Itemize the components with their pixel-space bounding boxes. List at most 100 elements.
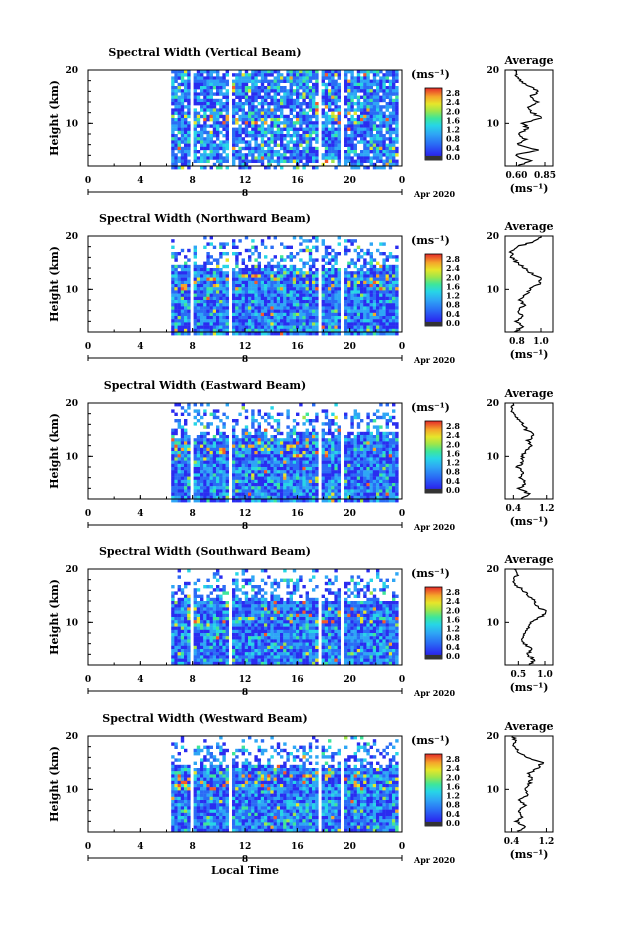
heatmap-cell — [267, 162, 271, 167]
heatmap-cell — [315, 105, 319, 109]
heatmap-cell — [196, 121, 201, 125]
heatmap-cell — [267, 277, 271, 281]
heatmap-cell — [360, 451, 364, 455]
heatmap-cell — [280, 130, 284, 135]
heatmap-cell — [244, 415, 249, 420]
colorbar-tick-label: 1.6 — [446, 281, 460, 291]
heatmap-cell — [350, 300, 354, 304]
heatmap-cell — [328, 483, 332, 487]
heatmap-cell — [347, 239, 351, 243]
heatmap-cell — [238, 159, 242, 163]
heatmap-cell — [270, 415, 274, 420]
heatmap-cell — [392, 108, 396, 112]
heatmap-cell — [273, 118, 277, 122]
heatmap-cell — [216, 463, 220, 468]
heatmap-cell — [337, 124, 341, 128]
heatmap-cell — [193, 470, 197, 474]
heatmap-cell — [267, 166, 271, 170]
heatmap-cell — [222, 293, 226, 297]
heatmap-cell — [328, 492, 332, 496]
heatmap-cell — [382, 124, 386, 128]
heatmap-cell — [238, 463, 242, 468]
heatmap-cell — [305, 463, 309, 468]
heatmap-cell — [216, 441, 220, 445]
heatmap-cell — [376, 277, 380, 281]
colorbar-tick-label: 2.0 — [446, 106, 460, 116]
heatmap-cell — [174, 70, 178, 74]
heatmap-cell — [376, 114, 380, 119]
heatmap-cell — [302, 457, 306, 461]
heatmap-cell — [366, 447, 370, 452]
heatmap-cell — [305, 312, 309, 317]
heatmap-cell — [388, 296, 393, 301]
heatmap-cell — [212, 495, 217, 500]
heatmap-cell — [219, 76, 223, 80]
heatmap-cell — [379, 293, 383, 297]
heatmap-cell — [372, 76, 377, 80]
heatmap-cell — [299, 300, 303, 304]
heatmap-cell — [238, 492, 242, 496]
heatmap-cell — [312, 479, 316, 484]
heatmap-cell — [356, 444, 361, 448]
heatmap-cell — [222, 306, 226, 310]
heatmap-cell — [350, 431, 354, 436]
heatmap-cell — [334, 130, 338, 135]
heatmap-cell — [196, 499, 201, 503]
heatmap-cell — [203, 293, 207, 297]
heatmap-cell — [350, 463, 354, 468]
heatmap-cell — [366, 316, 370, 320]
heatmap-cell — [238, 470, 242, 474]
heatmap-cell — [334, 268, 338, 272]
heatmap-cell — [289, 489, 293, 493]
heatmap-cell — [324, 95, 329, 99]
heatmap-cell — [299, 127, 303, 131]
heatmap-cell — [200, 287, 204, 291]
heatmap-cell — [302, 261, 306, 265]
heatmap-cell — [292, 79, 297, 83]
heatmap-cell — [203, 332, 207, 336]
heatmap-cell — [366, 98, 370, 103]
heatmap-cell — [232, 137, 236, 141]
heatmap-cell — [276, 447, 281, 452]
heatmap-cell — [216, 483, 220, 487]
heatmap-cell — [232, 121, 236, 125]
heatmap-cell — [292, 325, 297, 329]
heatmap-cell — [296, 479, 300, 484]
heatmap-cell — [238, 118, 242, 122]
heatmap-cell — [296, 159, 300, 163]
heatmap-cell — [222, 277, 226, 281]
heatmap-cell — [212, 296, 217, 301]
heatmap-cell — [257, 463, 261, 468]
heatmap-cell — [206, 287, 210, 291]
heatmap-cell — [312, 483, 316, 487]
heatmap-cell — [353, 134, 357, 138]
heatmap-cell — [315, 431, 319, 436]
heatmap-cell — [267, 271, 271, 275]
heatmap-cell — [273, 332, 277, 336]
heatmap-cell — [251, 118, 255, 122]
heatmap-cell — [376, 319, 380, 323]
heatmap-cell — [260, 111, 265, 115]
heatmap-cell — [187, 102, 191, 106]
heatmap-cell — [392, 73, 396, 77]
heatmap-cell — [209, 495, 213, 500]
heatmap-cell — [174, 454, 178, 458]
heatmap-cell — [174, 121, 178, 125]
heatmap-cell — [260, 451, 265, 455]
heatmap-cell — [212, 274, 217, 278]
heatmap-cell — [347, 435, 351, 439]
heatmap-cell — [238, 70, 242, 74]
heatmap-cell — [392, 306, 396, 310]
heatmap-cell — [388, 271, 393, 275]
heatmap-cell — [328, 280, 332, 285]
heatmap-cell — [273, 328, 277, 333]
heatmap-cell — [302, 121, 306, 125]
heatmap-cell — [350, 441, 354, 445]
heatmap-cell — [379, 150, 383, 154]
heatmap-cell — [308, 150, 313, 154]
heatmap-cell — [315, 476, 319, 480]
heatmap-cell — [366, 140, 370, 144]
heatmap-cell — [324, 486, 329, 490]
heatmap-cell — [260, 89, 265, 93]
heatmap-cell — [219, 89, 223, 93]
